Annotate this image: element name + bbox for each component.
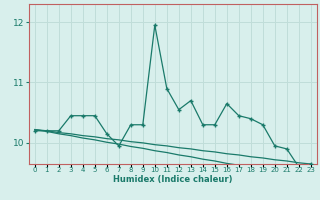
X-axis label: Humidex (Indice chaleur): Humidex (Indice chaleur) [113,175,233,184]
